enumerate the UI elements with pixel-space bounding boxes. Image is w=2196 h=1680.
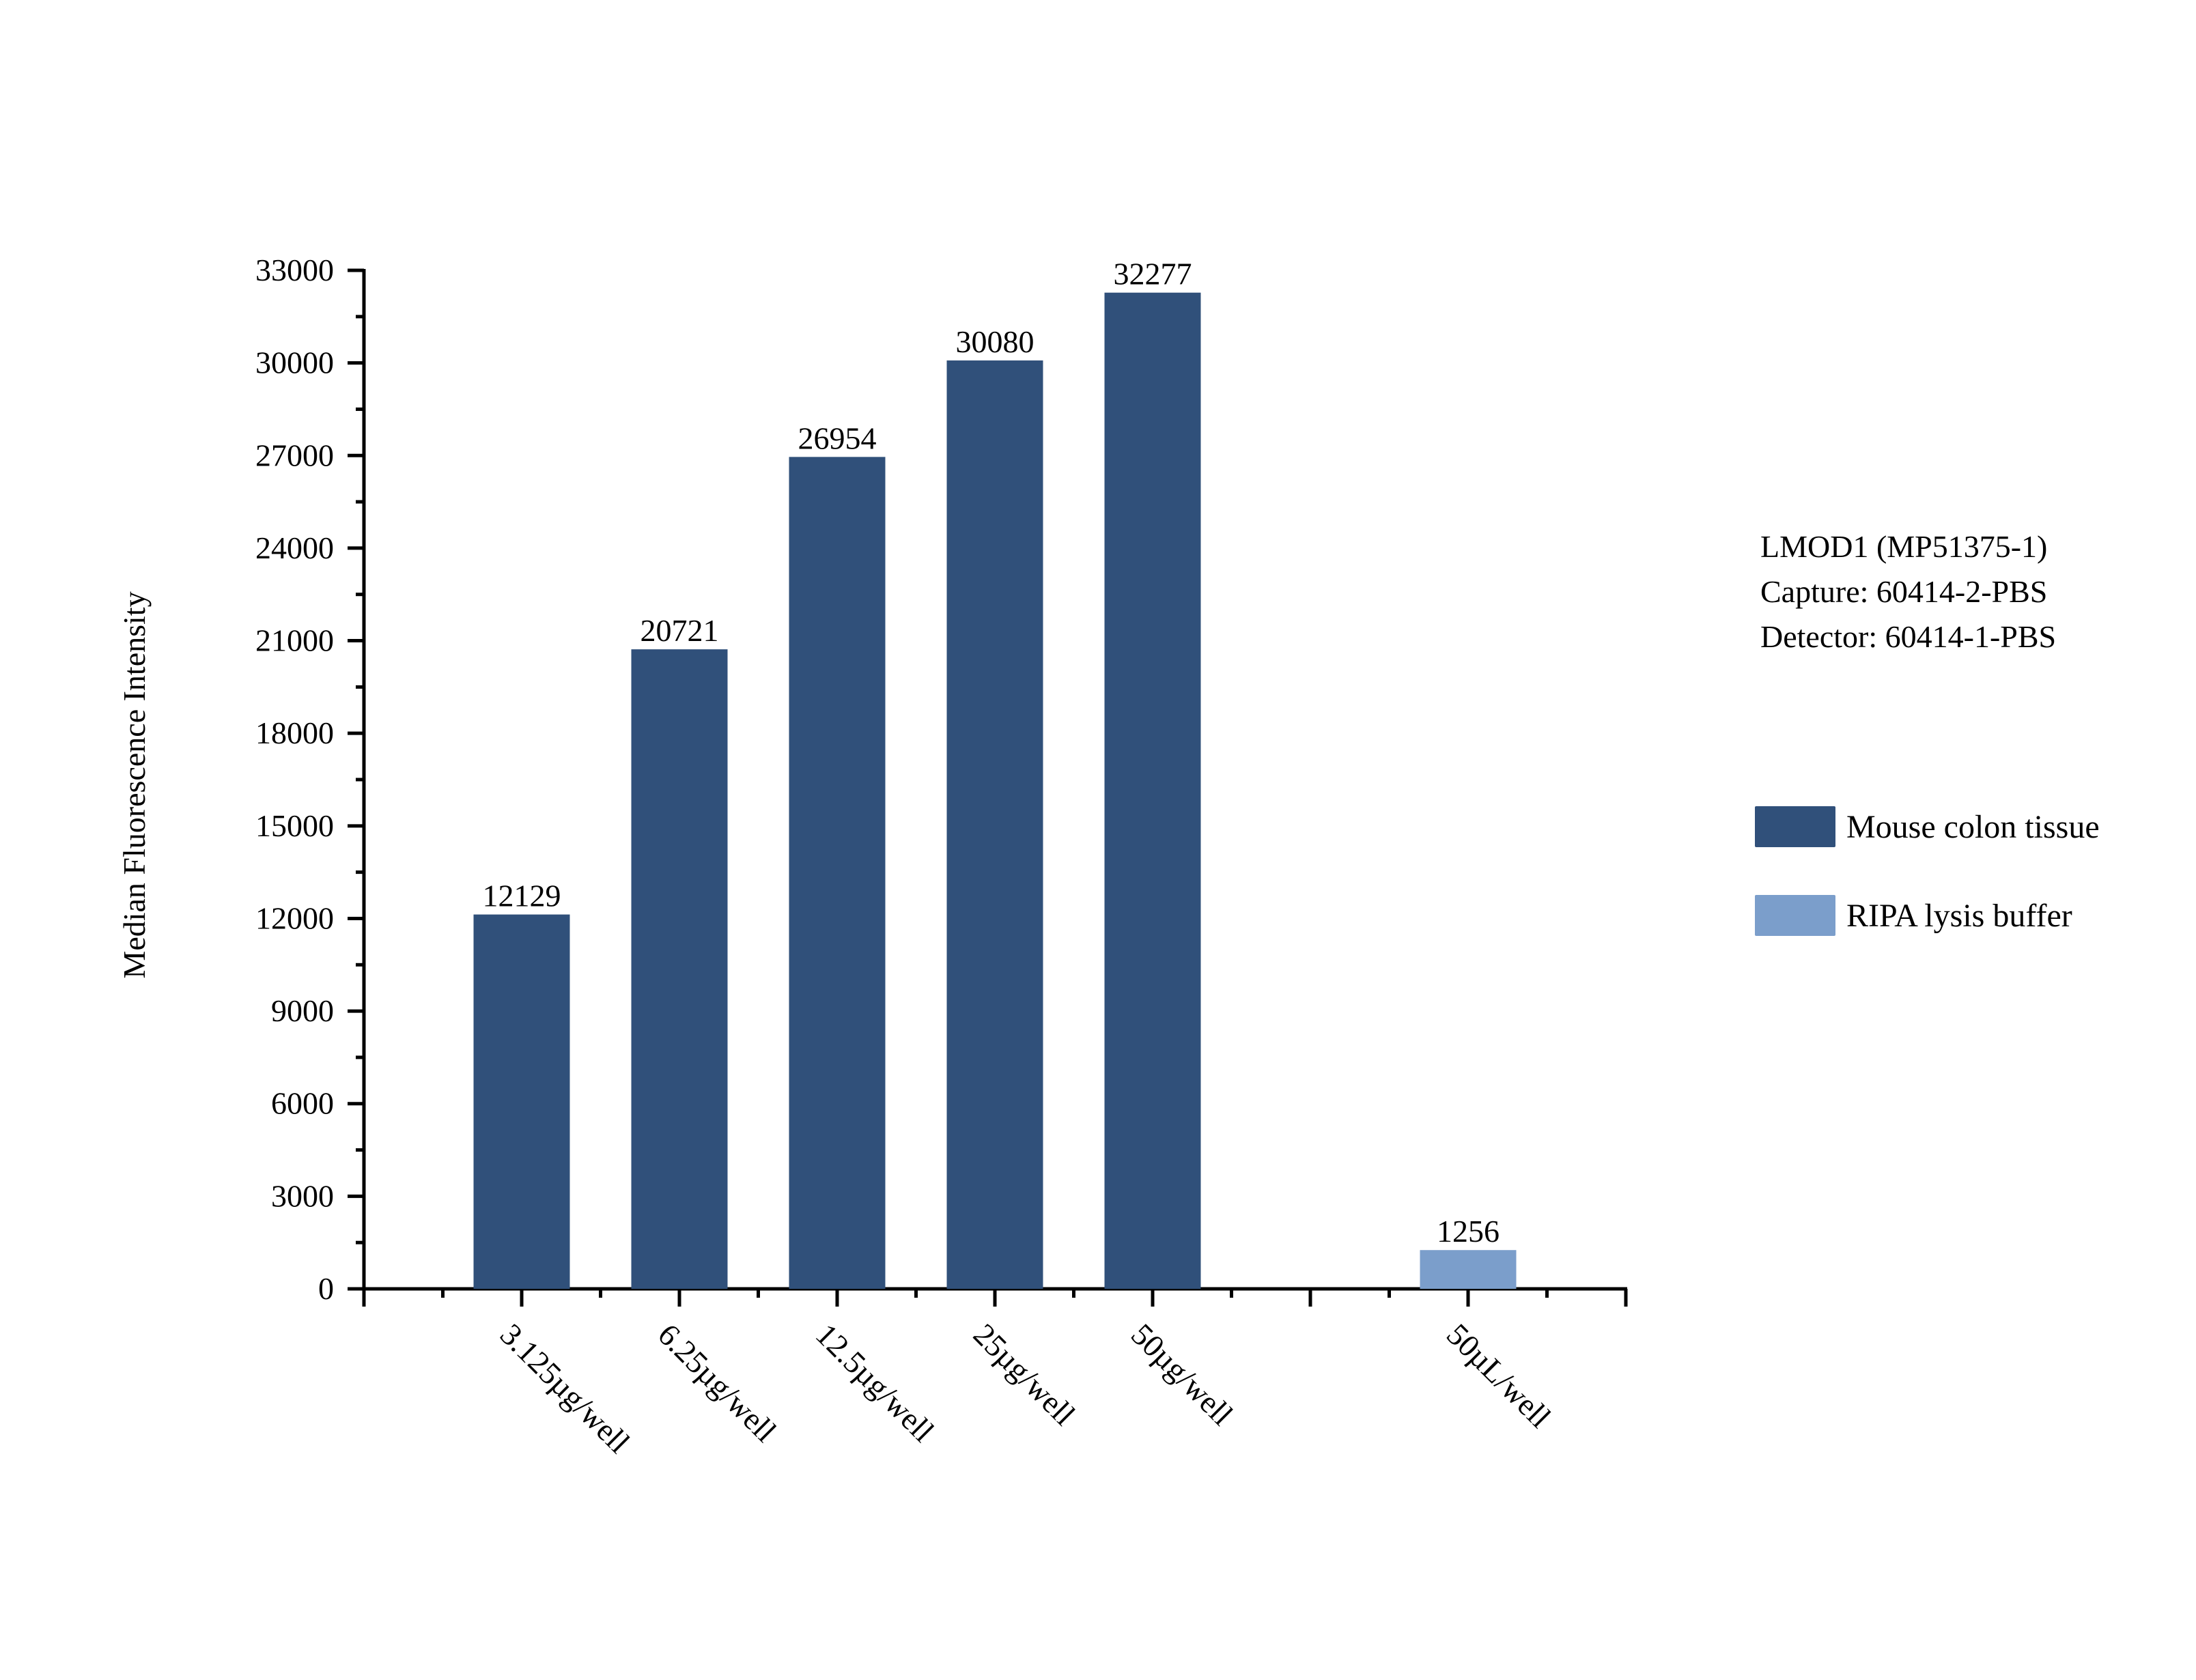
x-tick-label: 25µg/well bbox=[967, 1317, 1082, 1432]
y-tick-label: 9000 bbox=[271, 993, 334, 1028]
bar-value-label: 12129 bbox=[483, 879, 561, 913]
y-tick-label: 0 bbox=[318, 1271, 334, 1306]
bar bbox=[631, 649, 728, 1289]
bar bbox=[946, 360, 1043, 1289]
x-tick-label: 50µL/well bbox=[1440, 1317, 1558, 1434]
y-tick-label: 24000 bbox=[255, 530, 334, 565]
bars: 12129 20721 26954 30080 32277 1256 bbox=[473, 257, 1517, 1289]
bar-value-label: 20721 bbox=[640, 613, 719, 648]
assay-target: LMOD1 (MP51375-1) bbox=[1760, 529, 2048, 564]
bar-value-label: 32277 bbox=[1114, 257, 1192, 291]
x-tick-label: 3.125µg/well bbox=[494, 1317, 636, 1460]
bar-value-label: 30080 bbox=[956, 324, 1034, 359]
y-tick-label: 30000 bbox=[255, 345, 334, 380]
legend-label: Mouse colon tissue bbox=[1846, 808, 2100, 845]
y-tick-label: 6000 bbox=[271, 1086, 334, 1121]
bar-value-label: 1256 bbox=[1437, 1214, 1500, 1249]
legend-item-ripa-lysis-buffer: RIPA lysis buffer bbox=[1755, 895, 2072, 936]
legend-swatch-icon bbox=[1755, 895, 1835, 936]
x-axis: 3.125µg/well 6.25µg/well 12.5µg/well 25µg/w… bbox=[348, 1287, 1628, 1460]
bar-value-label: 26954 bbox=[798, 421, 877, 455]
y-tick-label: 33000 bbox=[255, 253, 334, 287]
legend-swatch-icon bbox=[1755, 806, 1835, 847]
y-axis-title: Median Fluorescence Intensity bbox=[117, 591, 152, 978]
y-axis: 0 3000 6000 9000 12000 15000 18000 21000 24000 27… bbox=[255, 253, 366, 1306]
x-tick-label: 12.5µg/well bbox=[809, 1317, 941, 1449]
assay-capture: Capture: 60414-2-PBS bbox=[1760, 574, 2048, 609]
y-tick-label: 18000 bbox=[255, 715, 334, 750]
legend-label: RIPA lysis buffer bbox=[1846, 897, 2072, 934]
bar bbox=[1420, 1250, 1517, 1289]
x-tick-label: 50µg/well bbox=[1125, 1317, 1240, 1432]
y-tick-label: 21000 bbox=[255, 623, 334, 658]
bar bbox=[473, 914, 570, 1289]
assay-info: LMOD1 (MP51375-1) Capture: 60414-2-PBS D… bbox=[1760, 524, 2056, 659]
y-tick-label: 27000 bbox=[255, 438, 334, 472]
y-tick-label: 3000 bbox=[271, 1178, 334, 1213]
bar bbox=[789, 457, 886, 1289]
legend-item-mouse-colon-tissue: Mouse colon tissue bbox=[1755, 806, 2100, 847]
assay-detector: Detector: 60414-1-PBS bbox=[1760, 619, 2057, 654]
y-tick-label: 15000 bbox=[255, 808, 334, 843]
y-tick-label: 12000 bbox=[255, 900, 334, 935]
x-tick-label: 6.25µg/well bbox=[651, 1317, 783, 1449]
bar bbox=[1104, 292, 1201, 1289]
